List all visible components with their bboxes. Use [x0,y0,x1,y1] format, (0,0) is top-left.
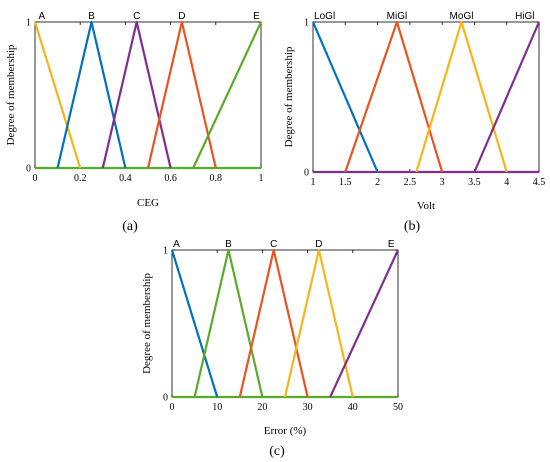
panel-caption: (c) [269,444,285,459]
y-tick-label: 0 [163,393,168,404]
series-label-a: A [173,239,180,250]
series-label-a: A [38,11,45,22]
series-label-d: D [315,239,322,250]
x-tick-label: 0 [33,173,38,184]
series-line-b [56,20,127,169]
x-tick-label: 3 [440,177,445,188]
x-tick-label: 0.8 [210,173,223,184]
y-axis-label: Degree of membership [283,46,295,147]
series-label-c: C [133,11,140,22]
series-label-d: D [178,11,185,22]
x-tick-label: 0.4 [119,173,132,184]
y-tick-label: 1 [26,18,31,29]
x-tick-label: 10 [212,402,222,413]
series-line-b [193,248,264,398]
series-line-higl [473,21,541,173]
y-tick-label: 1 [304,18,309,29]
x-tick-label: 1 [311,177,316,188]
series-label-logl: LoGl [314,11,335,22]
y-tick-label: 1 [163,246,168,257]
x-tick-label: 3.5 [468,177,481,188]
series-line-logl [311,21,379,173]
series-label-b: B [88,11,95,22]
series-line-d [283,248,354,398]
x-axis-label: Error (%) [264,425,307,437]
series-label-migl: MiGl [387,11,408,22]
series-label-e: E [388,239,395,250]
series-line-c [101,20,172,169]
x-tick-label: 2.5 [404,177,417,188]
panel-caption: (a) [122,219,138,234]
x-tick-label: 20 [257,402,267,413]
series-line-mogl [415,20,508,173]
series-line-c [238,248,309,398]
x-tick-label: 2 [375,177,380,188]
series-label-higl: HiGl [515,11,534,22]
y-axis-label: Degree of membership [5,44,17,145]
x-tick-label: 50 [393,402,403,413]
y-tick-label: 0 [26,164,31,175]
x-tick-label: 0.2 [74,173,87,184]
series-line-a [170,249,219,398]
series-label-c: C [270,239,277,250]
plot-frame [312,21,540,173]
series-label-e: E [253,11,260,22]
series-line-a [33,21,82,169]
chart-panel-3: 0 10 20 30 40 50 0 1A B C D E Error (%) Degree of mem… [141,239,403,459]
x-tick-label: 4.5 [533,177,546,188]
series-label-mogl: MoGl [450,11,474,22]
x-tick-label: 0.6 [164,173,177,184]
x-tick-label: 40 [348,402,358,413]
x-axis-label: CEG [137,197,159,209]
y-tick-label: 0 [304,168,309,179]
series-label-b: B [225,239,232,250]
series-line-e [192,21,262,169]
x-tick-label: 4 [504,177,509,188]
series-line-e [329,249,399,398]
panel-caption: (b) [404,219,421,234]
series-line-d [146,20,217,169]
x-tick-label: 30 [303,402,313,413]
x-tick-label: 1.5 [339,177,352,188]
x-tick-label: 1 [259,173,264,184]
series-line-migl [344,20,444,173]
x-axis-label: Volt [417,200,435,212]
y-axis-label: Degree of membership [141,273,153,374]
x-tick-label: 0 [170,402,175,413]
